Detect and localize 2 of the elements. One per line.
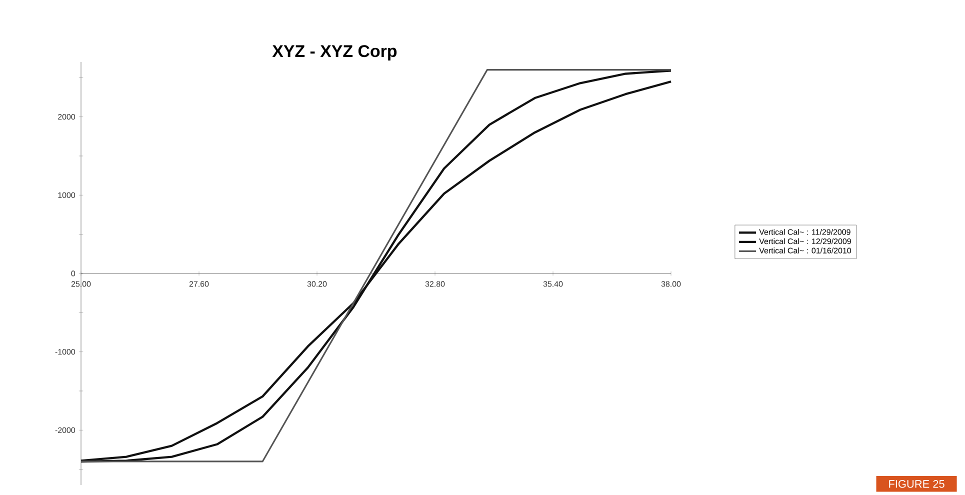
caption: FIGURE 25 xyxy=(889,480,944,488)
chart-title: XYZ - XYZ Corp xyxy=(272,45,397,60)
